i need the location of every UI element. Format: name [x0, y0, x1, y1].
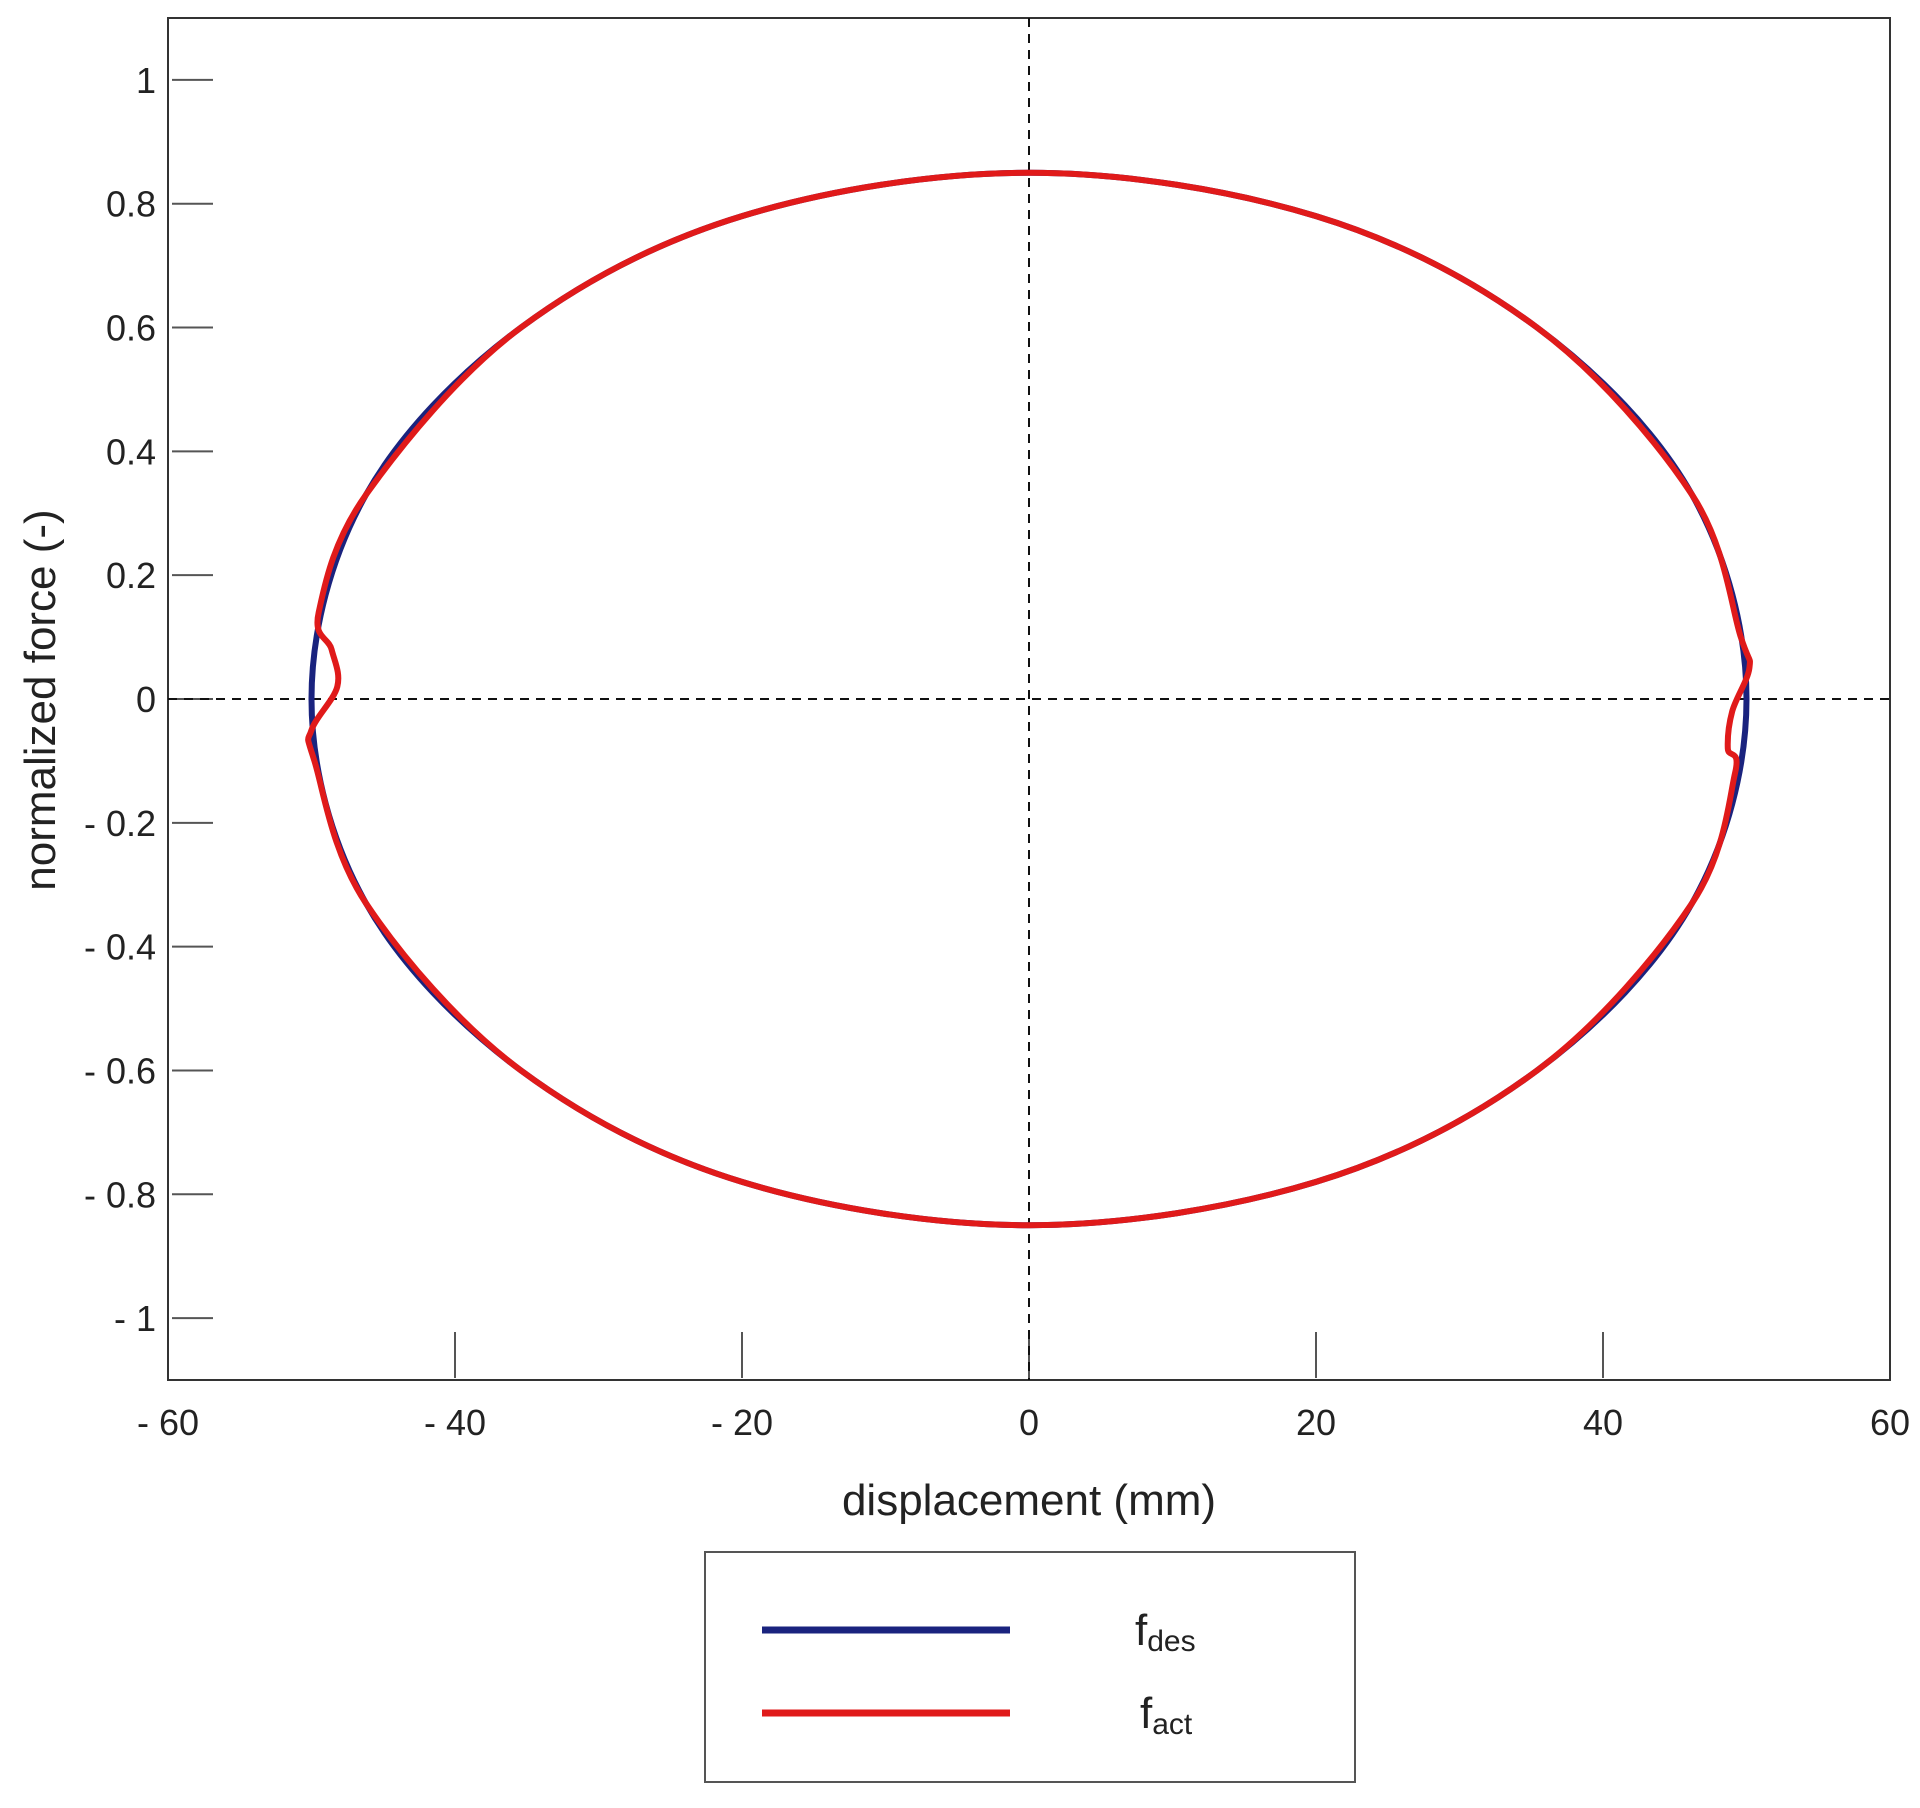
x-tick-label: - 20: [711, 1402, 773, 1443]
legend-label-fact-subscript: act: [1152, 1708, 1193, 1741]
x-axis-label: displacement (mm): [842, 1476, 1216, 1525]
y-tick-label: 0.2: [106, 555, 156, 596]
y-tick-label: 0.8: [106, 184, 156, 225]
legend-label-fdes-name: f: [1135, 1606, 1148, 1655]
x-tick-label: 0: [1019, 1402, 1039, 1443]
y-axis-label: normalized force (-): [16, 509, 65, 890]
series-group: [305, 169, 1753, 1229]
y-tick-label: 0: [136, 679, 156, 720]
y-tick-label: - 0.8: [84, 1174, 156, 1215]
legend-box: [704, 1551, 1356, 1783]
y-tick-label: 0.6: [106, 308, 156, 349]
reference-lines: [168, 18, 1890, 1380]
legend-label-fdes-subscript: des: [1147, 1625, 1195, 1658]
y-tick-label: - 0.4: [84, 927, 156, 968]
legend-label-fact: fact: [1140, 1689, 1193, 1741]
x-tick-label: - 60: [137, 1402, 199, 1443]
x-tick-label: 60: [1870, 1402, 1910, 1443]
legend-label-fact-name: f: [1140, 1689, 1153, 1738]
y-tick-label: 0.4: [106, 431, 156, 472]
y-tick-label: - 0.2: [84, 803, 156, 844]
y-tick-label: - 0.6: [84, 1050, 156, 1091]
legend: fdes fact: [704, 1551, 1356, 1783]
legend-label-fdes: fdes: [1135, 1606, 1196, 1658]
x-tick-label: - 40: [424, 1402, 486, 1443]
series-line-fact: [305, 169, 1753, 1229]
y-tick-label: - 1: [114, 1298, 156, 1339]
x-tick-label: 20: [1296, 1402, 1336, 1443]
x-tick-label: 40: [1583, 1402, 1623, 1443]
x-axis-ticks: - 60 - 40 - 20 0 20 40 60: [137, 1332, 1910, 1443]
y-tick-label: 1: [136, 60, 156, 101]
y-axis-ticks: 1 0.8 0.6 0.4 0.2 0 - 0.2 - 0.4 - 0.6 - 0.8 - 1: [84, 60, 213, 1339]
